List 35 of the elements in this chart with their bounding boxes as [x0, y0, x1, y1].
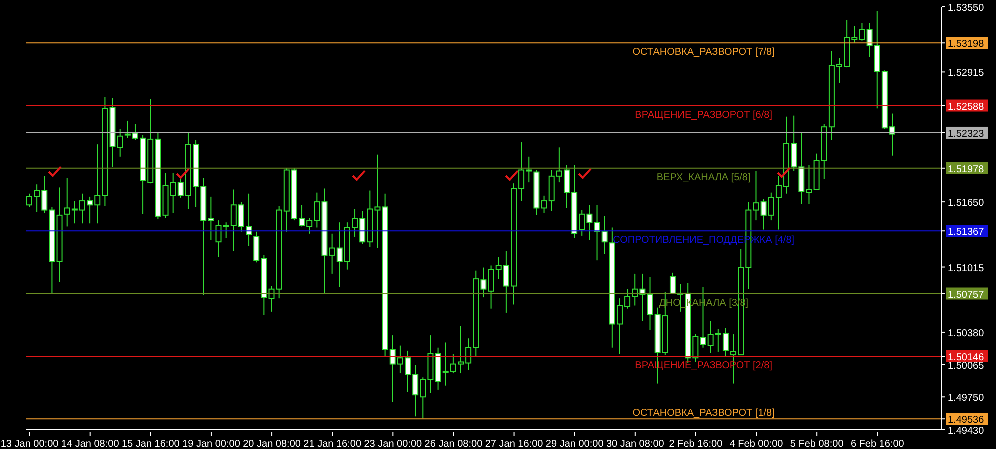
ref-line-label: ВРАЩЕНИЕ_РАЗВОРОТ [6/8] [635, 110, 773, 121]
x-tick-label: 2 Feb 16:00 [669, 439, 724, 449]
x-tick-label: 20 Jan 08:00 [243, 439, 302, 449]
y-tick-label: 1.50380 [948, 328, 985, 340]
x-tick-label: 26 Jan 08:00 [424, 439, 484, 449]
x-tick-label: 4 Feb 00:00 [730, 439, 784, 449]
y-tick-label: 1.49536 [948, 415, 985, 426]
ref-line-label: ВЕРХ_КАНАЛА [5/8] [656, 172, 751, 184]
y-tick-label: 1.53550 [948, 3, 985, 14]
y-tick-label: 1.51367 [948, 227, 985, 238]
y-tick-label: 1.52323 [948, 128, 985, 140]
x-tick-label: 15 Jan 16:00 [122, 439, 180, 449]
y-tick-label: 1.51015 [948, 263, 985, 274]
y-tick-label: 1.49750 [948, 393, 985, 404]
ref-line-label: ОСТАНОВКА_РАЗВОРОТ [1/8] [632, 408, 776, 420]
x-tick-label: 23 Jan 00:00 [364, 439, 423, 449]
x-tick-label: 5 Feb 08:00 [790, 439, 844, 449]
y-tick-label: 1.50757 [948, 290, 985, 301]
x-tick-label: 27 Jan 16:00 [485, 439, 544, 449]
y-tick-label: 1.52915 [948, 68, 985, 80]
y-tick-label: 1.49430 [948, 426, 985, 437]
y-tick-label: 1.51650 [948, 198, 985, 210]
y-tick-label: 1.53198 [948, 39, 985, 50]
x-tick-label: 21 Jan 16:00 [304, 439, 362, 449]
ref-line-label: ОСТАНОВКА_РАЗВОРОТ [7/8] [632, 47, 776, 58]
x-tick-label: 14 Jan 08:00 [61, 439, 120, 449]
x-tick-label: 6 Feb 16:00 [850, 439, 905, 449]
x-tick-label: 19 Jan 00:00 [182, 439, 241, 449]
y-tick-label: 1.50065 [948, 360, 985, 372]
y-tick-label: 1.51978 [948, 164, 985, 176]
x-tick-label: 30 Jan 08:00 [606, 439, 665, 449]
x-tick-label: 13 Jan 00:00 [0, 439, 60, 449]
y-tick-label: 1.50146 [948, 352, 985, 364]
x-tick-label: 29 Jan 00:00 [546, 439, 604, 449]
y-tick-label: 1.52588 [948, 102, 985, 113]
